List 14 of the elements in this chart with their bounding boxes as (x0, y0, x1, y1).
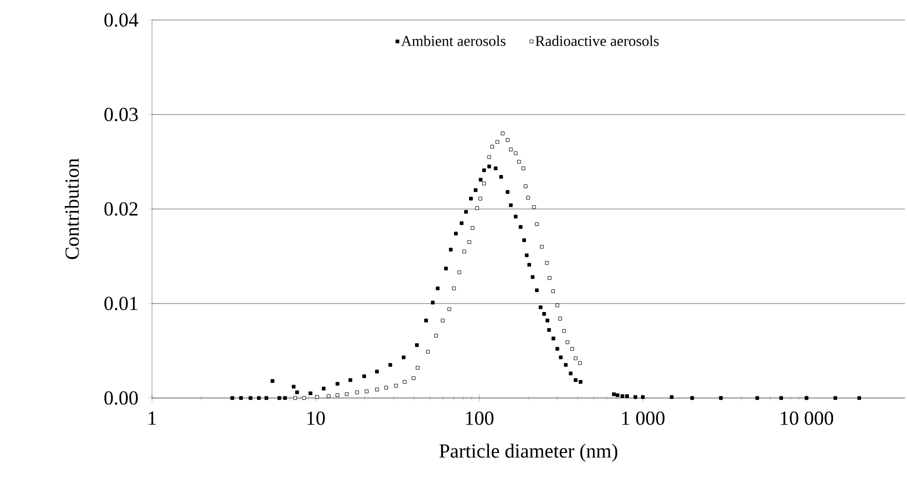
legend-label: Radioactive aerosols (536, 36, 659, 46)
x-axis-title: Particle diameter (nm) (439, 444, 618, 462)
y-tick-label: 0.03 (104, 108, 138, 122)
y-tick-label: 0.02 (104, 202, 138, 216)
x-tick-label: 10 (307, 411, 325, 425)
x-tick-label: 10 000 (780, 411, 834, 425)
y-tick-label: 0.04 (104, 13, 138, 27)
y-tick-label: 0.00 (104, 391, 138, 405)
y-tick-label: 0.01 (104, 296, 138, 310)
y-axis-title: Contribution (64, 158, 79, 260)
x-tick-label: 1 000 (622, 411, 665, 425)
x-tick-label: 1 (148, 411, 156, 425)
legend-label: Ambient aerosols (401, 36, 506, 46)
x-tick-label: 100 (466, 411, 494, 425)
